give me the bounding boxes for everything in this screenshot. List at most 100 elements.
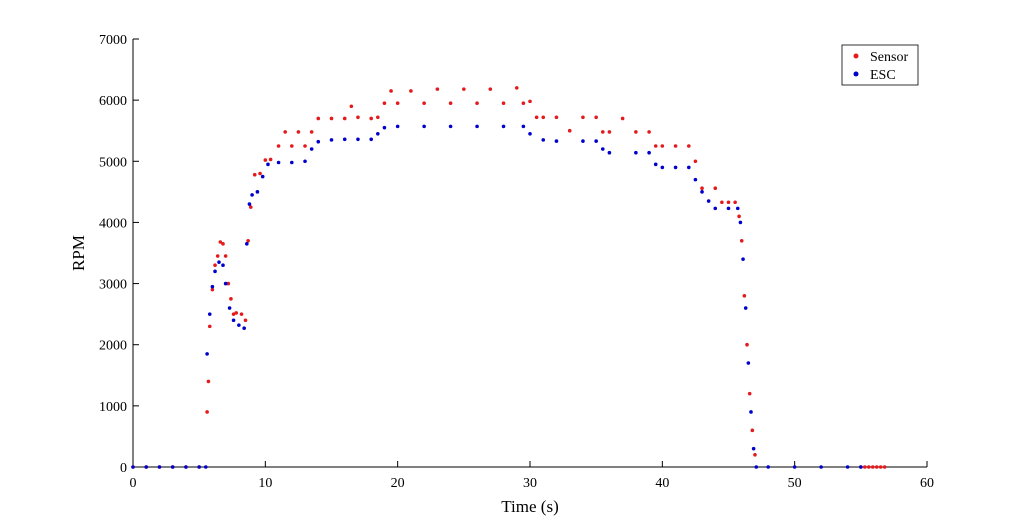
x-tick-label: 60 xyxy=(920,476,934,491)
legend-marker xyxy=(853,71,859,77)
point xyxy=(554,115,559,120)
point xyxy=(227,306,232,310)
point xyxy=(607,130,612,134)
point xyxy=(369,116,374,121)
point xyxy=(647,130,651,134)
point xyxy=(700,190,704,194)
point xyxy=(144,465,149,469)
point xyxy=(600,130,605,134)
point xyxy=(673,144,678,148)
point xyxy=(448,101,453,105)
point xyxy=(735,206,740,211)
point xyxy=(462,87,466,91)
point xyxy=(309,147,314,151)
point xyxy=(234,311,239,315)
point xyxy=(739,238,744,243)
point xyxy=(706,199,711,203)
point xyxy=(754,465,759,469)
point xyxy=(745,342,749,347)
point xyxy=(581,139,585,143)
point xyxy=(309,130,314,134)
point xyxy=(329,116,334,121)
point xyxy=(567,128,572,133)
point xyxy=(693,177,698,182)
point xyxy=(845,465,850,469)
point xyxy=(247,202,252,206)
point xyxy=(239,312,244,316)
point xyxy=(250,193,254,197)
point xyxy=(528,131,532,136)
point xyxy=(170,465,175,469)
point xyxy=(700,186,704,190)
point xyxy=(534,115,539,120)
point xyxy=(203,465,208,469)
point xyxy=(733,200,737,205)
point xyxy=(742,294,747,298)
point xyxy=(210,287,215,292)
point xyxy=(870,465,875,469)
y-tick-label: 0 xyxy=(120,461,127,476)
point xyxy=(184,465,188,469)
point xyxy=(866,465,871,469)
legend-box xyxy=(841,44,919,86)
point xyxy=(620,116,625,121)
point xyxy=(283,130,287,134)
point xyxy=(237,323,241,327)
point xyxy=(687,165,691,170)
point xyxy=(389,89,393,93)
point xyxy=(376,115,380,120)
point xyxy=(514,86,519,90)
point xyxy=(260,174,265,179)
point xyxy=(218,240,223,244)
point xyxy=(245,242,249,246)
point xyxy=(223,281,228,286)
point xyxy=(356,137,360,142)
point xyxy=(713,206,718,211)
point xyxy=(882,465,887,469)
point xyxy=(342,137,347,142)
point xyxy=(215,254,220,258)
point xyxy=(746,361,751,365)
point xyxy=(255,190,260,194)
y-tick-label: 1000 xyxy=(99,400,127,415)
point xyxy=(521,124,526,129)
point xyxy=(751,446,756,451)
point xyxy=(303,159,307,164)
point xyxy=(660,165,665,170)
point xyxy=(221,263,225,268)
point xyxy=(210,284,215,289)
point xyxy=(521,101,526,105)
point xyxy=(581,115,585,120)
point xyxy=(342,116,347,121)
point xyxy=(738,220,743,225)
point xyxy=(242,326,246,331)
point xyxy=(673,165,678,170)
point xyxy=(349,104,354,109)
x-tick-label: 20 xyxy=(391,476,405,491)
point xyxy=(792,465,797,469)
point xyxy=(501,124,506,129)
point xyxy=(488,87,493,91)
point xyxy=(448,124,453,129)
point xyxy=(422,124,426,129)
point xyxy=(296,130,301,134)
x-tick-label: 50 xyxy=(788,476,802,491)
point xyxy=(290,144,294,148)
y-tick-label: 5000 xyxy=(99,155,127,170)
point xyxy=(205,410,209,414)
point xyxy=(863,465,867,469)
x-tick-label: 40 xyxy=(655,476,669,491)
point xyxy=(213,263,217,268)
point xyxy=(266,162,270,167)
y-tick-label: 7000 xyxy=(99,33,127,48)
point xyxy=(594,115,598,120)
x-tick-label: 0 xyxy=(130,476,137,491)
point xyxy=(243,318,248,323)
point xyxy=(197,465,201,469)
point xyxy=(475,101,479,105)
point xyxy=(753,452,757,457)
point xyxy=(258,171,262,176)
point xyxy=(213,269,217,274)
